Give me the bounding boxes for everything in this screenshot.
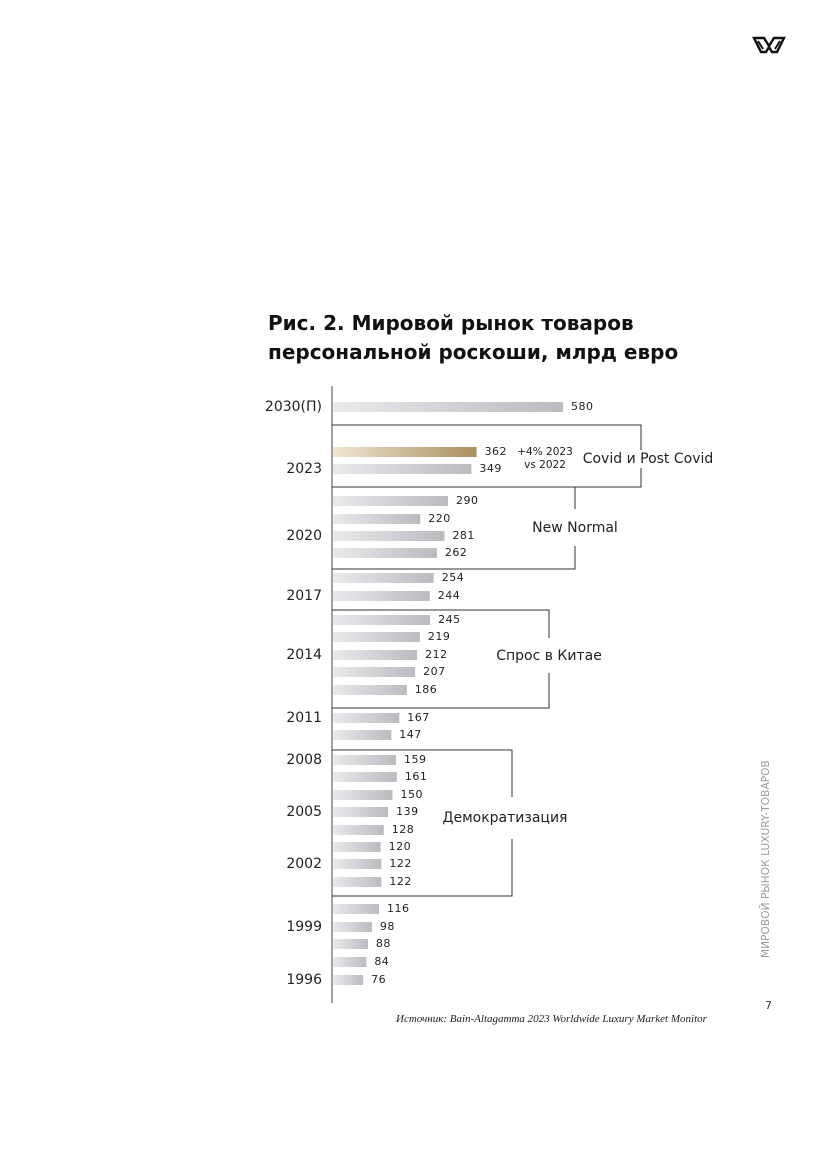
- bar: [333, 842, 381, 852]
- chart-title-line-1: Рис. 2. Мировой рынок товаров: [268, 311, 634, 335]
- bar-value-label: 290: [456, 494, 479, 507]
- year-label: 2002: [286, 856, 322, 872]
- bar-value-label: 219: [428, 630, 451, 643]
- bar-value-label: 76: [371, 973, 386, 986]
- bracket: [332, 609, 550, 709]
- bar-highlight: [333, 447, 477, 457]
- year-label: 2005: [286, 804, 322, 820]
- bracket-label: New Normal: [532, 520, 618, 536]
- bar: [333, 615, 431, 625]
- bar: [333, 922, 372, 932]
- bar: [333, 591, 430, 601]
- bar: [333, 573, 434, 583]
- bar: [333, 685, 407, 695]
- growth-annotation: +4% 2023: [517, 446, 573, 458]
- bar: [333, 667, 416, 677]
- bar: [333, 531, 445, 541]
- bar-value-label: 128: [392, 823, 415, 836]
- source-note: Источник: Bain-Altagamma 2023 Worldwide …: [396, 1013, 707, 1025]
- bar: [333, 975, 364, 985]
- bar: [333, 825, 384, 835]
- bar: [333, 957, 367, 967]
- year-label: 2023: [286, 461, 322, 477]
- bar: [333, 650, 418, 660]
- bracket-label: Covid и Post Covid: [583, 451, 714, 467]
- bar-value-label: 161: [405, 770, 428, 783]
- bar-value-label: 167: [407, 711, 430, 724]
- bar-value-label: 120: [389, 840, 412, 853]
- bar: [333, 713, 400, 723]
- bar-value-label: 139: [396, 805, 419, 818]
- bar-value-label: 212: [425, 648, 448, 661]
- bar-value-label: 122: [389, 875, 412, 888]
- bar: [333, 755, 397, 765]
- bar-value-label: 98: [380, 920, 395, 933]
- year-label: 2008: [286, 752, 322, 768]
- bar-value-label: 580: [571, 400, 594, 413]
- page-number: 7: [765, 999, 772, 1012]
- bar: [333, 402, 564, 412]
- bracket: [332, 486, 576, 570]
- bar: [333, 496, 449, 506]
- bar-value-label: 88: [376, 937, 391, 950]
- bar-value-label: 362: [485, 445, 508, 458]
- chart-title-line-2: персональной роскоши, млрд евро: [268, 340, 679, 364]
- bar: [333, 730, 392, 740]
- bar: [333, 807, 389, 817]
- bar-value-label: 150: [400, 788, 423, 801]
- bar-value-label: 207: [423, 665, 446, 678]
- bar-value-label: 147: [399, 728, 422, 741]
- year-label: 2011: [286, 710, 322, 726]
- bar-value-label: 244: [438, 589, 461, 602]
- bar-value-label: 122: [389, 857, 412, 870]
- bar: [333, 772, 397, 782]
- year-label: 2017: [286, 588, 322, 604]
- bar: [333, 877, 382, 887]
- growth-annotation-line-2: vs 2022: [524, 459, 566, 471]
- bar-value-label: 349: [479, 462, 502, 475]
- bar-value-label: 245: [438, 613, 461, 626]
- bar: [333, 939, 368, 949]
- bar-value-label: 220: [428, 512, 451, 525]
- bar: [333, 514, 421, 524]
- bar-value-label: 281: [452, 529, 475, 542]
- bracket-label: Спрос в Китае: [496, 648, 602, 664]
- year-label: 2014: [286, 647, 322, 663]
- chart-title: Рис. 2. Мировой рынок товаров персональн…: [268, 309, 728, 367]
- brand-logo-icon: [752, 36, 786, 54]
- bar: [333, 904, 380, 914]
- bar: [333, 464, 472, 474]
- bracket-label-background: [578, 450, 718, 468]
- year-label: 1999: [286, 919, 322, 935]
- bar: [333, 859, 382, 869]
- side-section-label: МИРОВОЙ РЫНОК LUXURY-ТОВАРОВ: [760, 760, 772, 958]
- bracket: [332, 749, 513, 897]
- bar-value-label: 186: [415, 683, 438, 696]
- year-label: 2030(П): [265, 399, 322, 415]
- year-label: 1996: [286, 972, 322, 988]
- bar: [333, 632, 420, 642]
- bar-value-label: 254: [442, 571, 465, 584]
- bracket-label: Демократизация: [443, 810, 568, 826]
- bar-value-label: 159: [404, 753, 427, 766]
- bar: [333, 790, 393, 800]
- bar: [333, 548, 437, 558]
- bar-value-label: 262: [445, 546, 468, 559]
- bar-value-label: 116: [387, 902, 410, 915]
- year-label: 2020: [286, 528, 322, 544]
- bar-value-label: 84: [374, 955, 389, 968]
